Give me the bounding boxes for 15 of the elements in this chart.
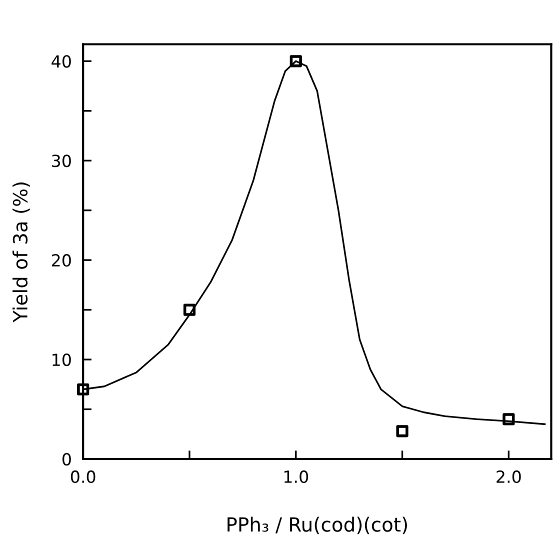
point bbox=[502, 413, 515, 426]
point bbox=[77, 383, 90, 396]
x-tick-label: 0.0 bbox=[70, 470, 96, 483]
x-tick-label: 2.0 bbox=[496, 470, 521, 483]
y-tick-label: 10 bbox=[52, 353, 71, 366]
y-tick-label: 40 bbox=[52, 55, 71, 68]
point bbox=[396, 425, 408, 438]
x-axis-title: PPh₃ / Ru(cod)(cot) bbox=[228, 516, 407, 534]
x-tick-label: 1.0 bbox=[284, 470, 308, 483]
y-tick-label: 20 bbox=[52, 254, 71, 267]
y-axis-title: Yield of 3a (%) bbox=[12, 182, 30, 322]
point bbox=[290, 55, 302, 68]
y-tick-label: 30 bbox=[52, 154, 71, 168]
point bbox=[183, 304, 196, 316]
y-tick-label: 0 bbox=[62, 452, 71, 466]
